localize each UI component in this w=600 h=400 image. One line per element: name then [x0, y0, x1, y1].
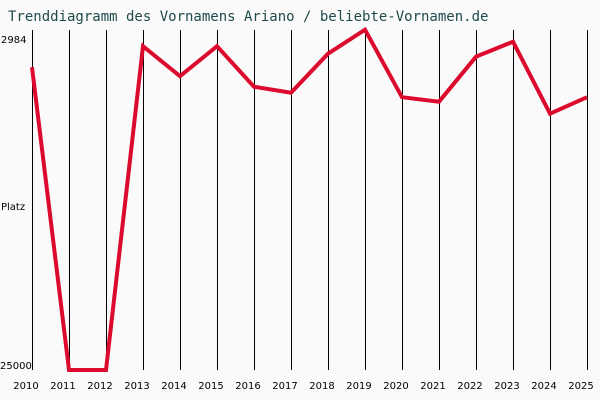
x-tick-2023: 2023 [494, 381, 520, 392]
y-axis-label: Platz [1, 202, 26, 213]
x-tick-2020: 2020 [383, 381, 409, 392]
x-tick-2014: 2014 [161, 381, 187, 392]
x-tick-2016: 2016 [235, 381, 261, 392]
chart-title: Trenddiagramm des Vornamens Ariano / bel… [8, 9, 489, 25]
y-tick-bottom: 25000 [0, 361, 32, 372]
y-tick-top: 2984 [1, 35, 27, 46]
x-tick-2017: 2017 [272, 381, 298, 392]
x-tick-2011: 2011 [50, 381, 76, 392]
series-line-ariano [30, 26, 588, 372]
x-tick-2021: 2021 [420, 381, 446, 392]
x-tick-2018: 2018 [309, 381, 335, 392]
x-tick-2025: 2025 [568, 381, 594, 392]
x-tick-2012: 2012 [87, 381, 113, 392]
x-tick-2022: 2022 [457, 381, 483, 392]
x-tick-2015: 2015 [198, 381, 224, 392]
x-tick-2019: 2019 [346, 381, 372, 392]
x-tick-2024: 2024 [531, 381, 557, 392]
x-tick-2010: 2010 [13, 381, 39, 392]
x-tick-2013: 2013 [124, 381, 150, 392]
